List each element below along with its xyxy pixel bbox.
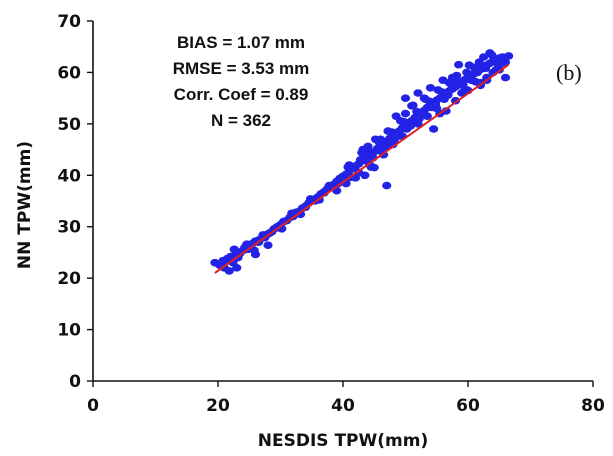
data-point (439, 95, 449, 103)
data-point (355, 156, 366, 164)
data-point (414, 114, 424, 123)
data-point (445, 79, 456, 88)
data-point (408, 101, 418, 110)
data-point (383, 127, 393, 135)
axes-layer (92, 21, 593, 382)
y-tick-label: 10 (57, 321, 81, 341)
data-point (485, 49, 495, 57)
data-point (464, 61, 474, 70)
y-tick-label: 0 (69, 372, 81, 392)
data-point (497, 59, 507, 67)
data-point (452, 71, 462, 80)
y-tick-label: 20 (57, 269, 81, 289)
data-point (370, 135, 381, 144)
data-point (400, 94, 411, 102)
data-point (250, 250, 261, 259)
bias-annotation: BIAS = 1.07 mm (177, 33, 305, 52)
y-tick-label: 70 (57, 12, 81, 32)
data-point (429, 125, 439, 133)
y-axis-title: NN TPW(mm) (15, 141, 35, 269)
rmse-annotation: RMSE = 3.53 mm (173, 59, 310, 78)
data-point (479, 53, 489, 61)
data-point (232, 264, 242, 272)
data-point (402, 125, 412, 133)
y-tick-label: 60 (57, 63, 81, 83)
data-point (504, 52, 514, 60)
data-point (263, 241, 273, 250)
x-tick-label: 80 (581, 396, 605, 416)
ticks-layer: 0 10 20 30 40 50 60 70 0 20 40 60 80 (57, 12, 605, 416)
y-tick-label: 50 (57, 115, 81, 135)
data-point (413, 89, 423, 97)
data-point (454, 60, 464, 69)
correlation-annotation: Corr. Coef = 0.89 (174, 85, 309, 104)
fit-line (214, 63, 510, 274)
data-point (420, 95, 431, 103)
x-axis-title: NESDIS TPW(mm) (258, 431, 428, 451)
data-point (500, 73, 511, 82)
points-layer (210, 49, 514, 275)
data-point (224, 267, 234, 275)
data-point (438, 76, 448, 84)
data-point (229, 245, 239, 254)
sample-count-annotation: N = 362 (211, 111, 271, 130)
data-point (254, 236, 264, 244)
data-point (422, 112, 432, 120)
data-point (382, 181, 392, 190)
data-point (395, 116, 406, 125)
data-point (300, 203, 311, 211)
x-tick-label: 40 (331, 396, 355, 416)
data-point (450, 96, 461, 105)
data-point (400, 109, 411, 118)
data-point (433, 86, 443, 94)
y-tick-label: 40 (57, 166, 81, 186)
x-tick-label: 20 (206, 396, 230, 416)
data-point (344, 161, 354, 169)
panel-label: (b) (556, 60, 582, 85)
x-tick-label: 0 (87, 396, 99, 416)
data-point (427, 103, 437, 112)
data-point (295, 210, 306, 219)
x-tick-label: 60 (456, 396, 480, 416)
data-point (358, 145, 368, 154)
y-tick-label: 30 (57, 218, 81, 238)
data-point (458, 80, 468, 89)
data-point (470, 77, 481, 86)
data-point (425, 84, 436, 92)
data-point (477, 64, 487, 73)
